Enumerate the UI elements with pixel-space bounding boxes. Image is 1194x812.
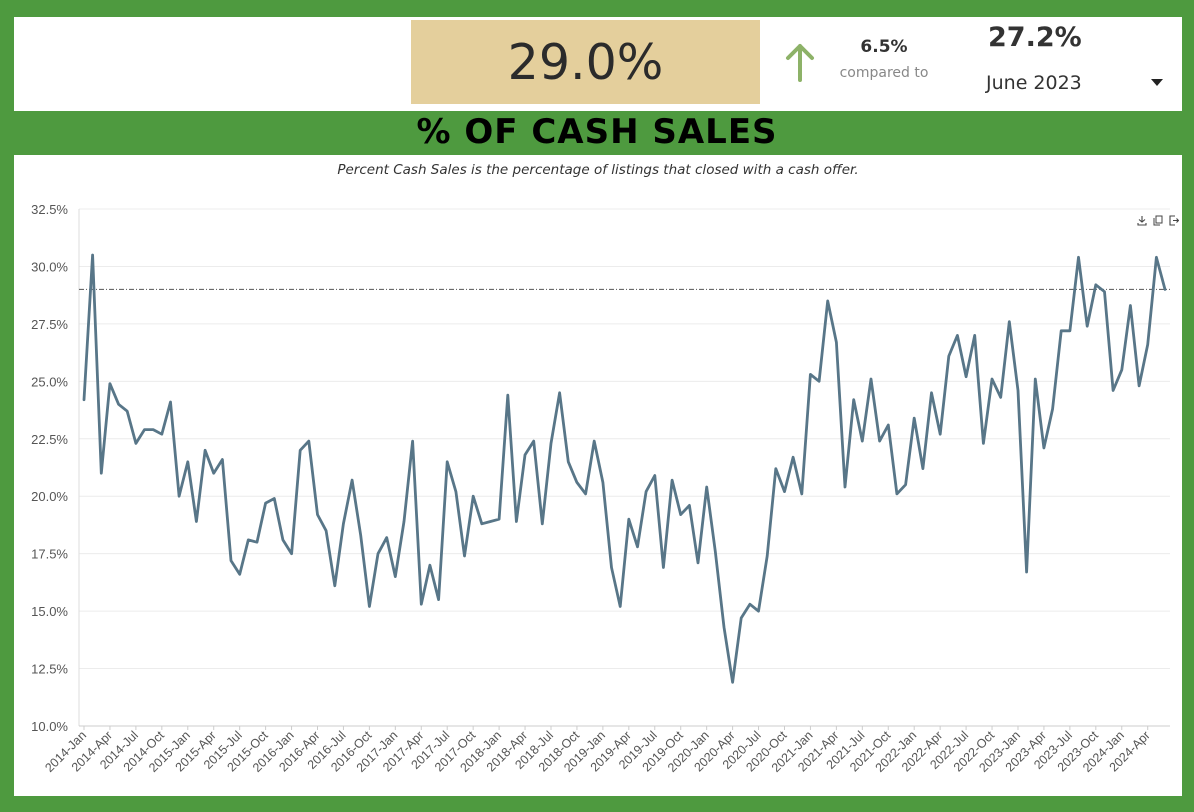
export-icon[interactable]: [1169, 211, 1180, 226]
copy-icon[interactable]: [1153, 211, 1163, 226]
change-value: 6.5%: [860, 37, 908, 57]
y-tick-label: 25.0%: [31, 374, 68, 389]
period-select[interactable]: June 2023: [986, 72, 1082, 94]
y-tick-label: 10.0%: [31, 719, 68, 734]
chart-toolbar: [1137, 211, 1180, 226]
current-value: 29.0%: [411, 20, 760, 104]
arrow-up-icon: [786, 44, 814, 82]
y-tick-label: 15.0%: [31, 604, 68, 619]
page-title: % OF CASH SALES: [416, 112, 778, 152]
chevron-down-icon[interactable]: [1151, 79, 1163, 86]
previous-value: 27.2%: [988, 22, 1082, 53]
chart-subtitle: Percent Cash Sales is the percentage of …: [337, 162, 859, 178]
y-tick-label: 27.5%: [31, 317, 68, 332]
y-tick-label: 17.5%: [31, 547, 68, 562]
compared-label: compared to: [839, 65, 929, 81]
chart-panel: Percent Cash Sales is the percentage of …: [14, 155, 1182, 796]
y-tick-label: 12.5%: [31, 662, 68, 677]
y-tick-label: 22.5%: [31, 432, 68, 447]
y-tick-label: 20.0%: [31, 489, 68, 504]
line-chart: 10.0% 12.5% 15.0% 17.5% 20.0% 22.5% 25.0% 27.5%…: [31, 202, 1170, 775]
y-tick-label: 32.5%: [31, 202, 68, 217]
kpi-header: 29.0% 6.5% compared to 27.2% June 2023: [14, 17, 1182, 111]
y-tick-label: 30.0%: [31, 259, 68, 274]
download-icon[interactable]: [1137, 211, 1147, 226]
series-line: [82, 253, 1167, 684]
